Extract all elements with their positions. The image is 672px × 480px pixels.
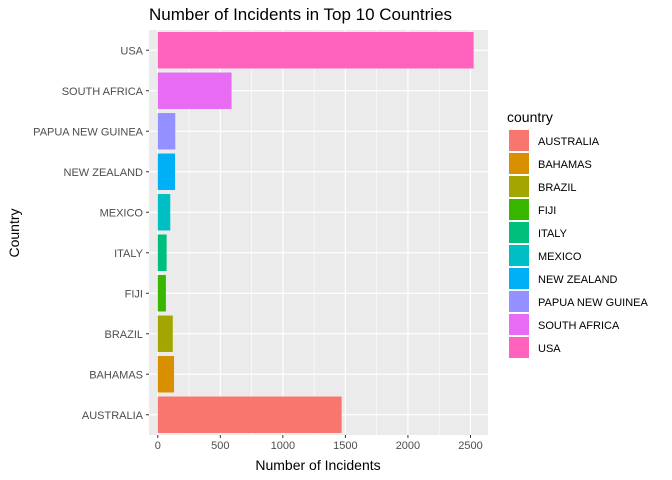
legend-label: ITALY — [538, 228, 568, 240]
legend-key — [509, 245, 529, 266]
x-tick-label: 500 — [211, 440, 229, 452]
legend-key — [509, 291, 529, 312]
bar — [157, 153, 176, 190]
bar — [157, 32, 474, 69]
y-axis: AUSTRALIA BAHAMAS BRAZIL FIJI ITALY MEXICO NEW… — [33, 45, 149, 422]
y-axis-title: Country — [6, 208, 22, 257]
bar — [157, 356, 175, 393]
legend-key — [509, 130, 529, 151]
legend-label: SOUTH AFRICA — [538, 320, 620, 332]
x-tick-label: 0 — [155, 440, 161, 452]
legend-label: FIJI — [538, 205, 556, 217]
bar — [157, 194, 171, 231]
x-tick-label: 1500 — [333, 440, 357, 452]
y-tick-label: USA — [120, 45, 143, 57]
legend-label: AUSTRALIA — [538, 136, 600, 148]
x-axis: 0 500 1000 1500 2000 2500 — [155, 435, 483, 452]
legend-label: MEXICO — [538, 251, 582, 263]
legend-label: USA — [538, 343, 561, 355]
y-tick-label: MEXICO — [100, 207, 144, 219]
legend-key — [509, 268, 529, 289]
legend-key — [509, 153, 529, 174]
x-tick-label: 2000 — [396, 440, 420, 452]
chart-title: Number of Incidents in Top 10 Countries — [149, 5, 452, 24]
bars — [157, 32, 474, 433]
x-tick-label: 2500 — [458, 440, 482, 452]
legend: AUSTRALIA BAHAMAS BRAZIL FIJI ITALY MEXICO NEW… — [509, 130, 648, 358]
y-tick-label: BRAZIL — [104, 329, 143, 341]
x-tick-label: 1000 — [271, 440, 295, 452]
legend-label: PAPUA NEW GUINEA — [538, 297, 648, 309]
y-tick-label: ITALY — [114, 248, 144, 260]
legend-label: NEW ZEALAND — [538, 274, 618, 286]
legend-label: BRAZIL — [538, 182, 577, 194]
y-tick-label: PAPUA NEW GUINEA — [33, 126, 143, 138]
x-axis-title: Number of Incidents — [255, 457, 380, 473]
grid-major — [149, 30, 488, 435]
bar — [157, 72, 232, 109]
legend-key — [509, 314, 529, 335]
legend-key — [509, 199, 529, 220]
y-tick-label: AUSTRALIA — [82, 410, 144, 422]
legend-key — [509, 176, 529, 197]
legend-key — [509, 222, 529, 243]
y-tick-label: NEW ZEALAND — [64, 167, 144, 179]
bar — [157, 396, 342, 433]
legend-key — [509, 337, 529, 358]
bar — [157, 113, 176, 150]
y-tick-label: BAHAMAS — [89, 369, 143, 381]
bar — [157, 275, 166, 312]
y-tick-label: FIJI — [125, 288, 143, 300]
bar — [157, 234, 167, 271]
bar — [157, 315, 173, 352]
legend-title: country — [507, 109, 553, 125]
y-tick-label: SOUTH AFRICA — [62, 86, 144, 98]
legend-label: BAHAMAS — [538, 159, 592, 171]
